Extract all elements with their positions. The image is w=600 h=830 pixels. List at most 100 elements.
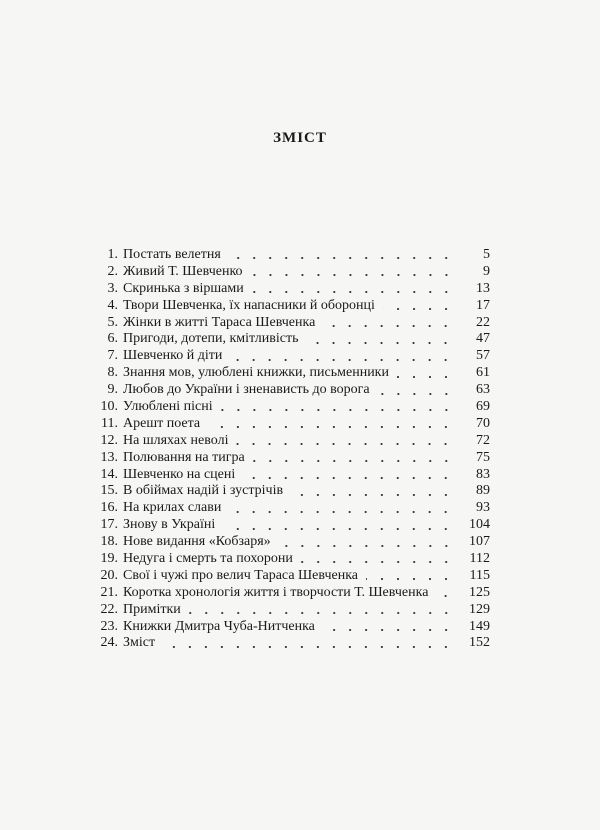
entry-title: Знання мов, улюблені книжки, письменники <box>123 365 389 381</box>
toc-entry: 19. Недуга і смерть та похорони 112 <box>80 551 491 568</box>
entry-title: Свої і чужі про велич Тараса Шевченка <box>123 567 358 583</box>
entry-number: 9. <box>107 382 119 398</box>
entry-page: 22 <box>476 314 490 330</box>
toc-entry: 24. Зміст 152 <box>80 635 491 652</box>
entry-title: Улюблені пісні <box>123 399 213 415</box>
entry-page: 75 <box>476 449 490 465</box>
entry-title: Зміст <box>123 635 156 651</box>
toc-entry: 20. Свої і чужі про велич Тараса Шевченка… <box>80 567 491 585</box>
entry-page: 61 <box>476 365 490 381</box>
entry-page: 112 <box>469 551 490 567</box>
dot-leader <box>220 402 454 413</box>
entry-page: 70 <box>476 415 490 431</box>
entry-title: Шевченко на сцені <box>123 466 236 482</box>
entry-title: Жінки в житті Тараса Шевченка <box>123 314 316 330</box>
dot-leader <box>252 453 454 464</box>
toc-entry: 13. Полювання на тигра 75 <box>80 449 491 467</box>
dot-leader <box>208 419 454 430</box>
toc-entry: 21. Коротка хронологія життя і творчости … <box>80 584 491 602</box>
dot-leader <box>251 284 454 295</box>
entry-number: 4. <box>107 297 119 313</box>
entry-page: 125 <box>469 584 490 600</box>
entry-page: 13 <box>476 280 490 296</box>
entry-page: 57 <box>476 348 490 364</box>
entry-page: 149 <box>469 618 490 634</box>
entry-number: 14. <box>100 466 119 482</box>
entry-page: 9 <box>483 263 490 279</box>
toc-entry: 16. На крилах слави 93 <box>80 500 491 517</box>
toc-entry: 11. Арешт поета 70 <box>80 416 490 433</box>
entry-page: 17 <box>476 297 490 313</box>
entry-title: Недуга і смерть та похорони <box>123 551 293 567</box>
entry-title: В обіймах надій і зустрічів <box>123 483 284 499</box>
page-title: ЗМІСТ <box>273 130 327 146</box>
entry-number: 13. <box>100 449 119 465</box>
entry-number: 8. <box>107 365 119 381</box>
entry-title: Нове видання «Кобзаря» <box>123 534 271 550</box>
entry-page: 47 <box>476 331 490 347</box>
dot-leader <box>436 588 454 599</box>
entry-title: Коротка хронологія життя і творчости Т. … <box>123 584 429 600</box>
entry-number: 2. <box>107 263 119 279</box>
toc-entry: 2. Живий Т. Шевченко 9 <box>80 263 491 281</box>
entry-page: 107 <box>469 534 490 550</box>
entry-number: 21. <box>100 584 119 600</box>
entry-page: 89 <box>476 483 490 499</box>
entry-page: 93 <box>476 500 490 516</box>
entry-page: 83 <box>476 466 490 482</box>
entry-number: 5. <box>107 314 119 330</box>
toc-entry: 6. Пригоди, дотепи, кмітливість 47 <box>80 331 491 348</box>
entry-number: 17. <box>100 517 119 533</box>
entry-title: Твори Шевченка, їх напасники й оборонці <box>123 297 375 313</box>
toc-entry: 3. Скринька з віршами 13 <box>80 280 491 298</box>
entry-title: Скринька з віршами <box>123 280 244 296</box>
toc-entry: 14. Шевченко на сцені 83 <box>80 466 491 484</box>
entry-title: Полювання на тигра <box>123 449 245 465</box>
entry-number: 24. <box>100 635 119 651</box>
entry-title: Шевченко й діти <box>123 348 223 364</box>
entry-number: 16. <box>100 500 119 516</box>
entry-title: Любов до України і зненависть до ворога <box>123 382 370 398</box>
dot-leader <box>278 537 454 548</box>
dot-leader <box>230 351 454 362</box>
toc-entry: 1. Постать велетня 5 <box>80 247 491 264</box>
entry-page: 5 <box>483 247 490 262</box>
toc-entry: 10. Улюблені пісні 69 <box>80 399 491 416</box>
dot-leader <box>396 368 454 379</box>
entry-number: 12. <box>100 432 119 448</box>
dot-leader <box>323 318 454 328</box>
toc-entry: 22. Примітки 129 <box>80 601 491 619</box>
toc-entry: 12. На шляхах неволі 72 <box>80 432 491 450</box>
entry-title: Арешт поета <box>123 415 201 431</box>
dot-leader <box>306 334 454 345</box>
entry-number: 22. <box>100 601 119 617</box>
toc-entry: 15. В обіймах надій і зустрічів 89 <box>80 483 491 500</box>
entry-number: 19. <box>100 551 119 567</box>
dot-leader <box>377 385 454 396</box>
toc-entry: 7. Шевченко й діти 57 <box>80 348 491 365</box>
entry-number: 7. <box>107 348 119 364</box>
entry-number: 23. <box>100 618 119 634</box>
toc-entry: 18. Нове видання «Кобзаря» 107 <box>80 534 491 551</box>
entry-title: Примітки <box>123 601 181 617</box>
toc-entry: 17. Знову в Україні 104 <box>80 517 491 534</box>
entry-title: На шляхах неволі <box>123 432 229 448</box>
toc-entry: 5. Жінки в житті Тараса Шевченка 22 <box>80 314 491 332</box>
entry-title: На крилах слави <box>123 500 222 516</box>
entry-page: 69 <box>476 399 490 415</box>
dot-leader <box>236 436 454 447</box>
dot-leader <box>223 520 454 531</box>
table-of-contents: 1. Постать велетня 5 2. Живий Т. Шевченко 9 3.… <box>80 247 491 652</box>
entry-number: 3. <box>107 280 119 296</box>
entry-page: 63 <box>476 382 490 398</box>
entry-title: Постать велетня <box>123 247 221 262</box>
entry-number: 10. <box>100 399 119 415</box>
dot-leader <box>188 605 454 616</box>
entry-title: Пригоди, дотепи, кмітливість <box>123 331 299 347</box>
dot-leader <box>291 486 454 497</box>
toc-entry: 23. Книжки Дмитра Чуба-Нитченка 149 <box>80 618 491 636</box>
toc-entry: 8. Знання мов, улюблені книжки, письменни… <box>80 365 491 382</box>
entry-number: 1. <box>107 247 119 262</box>
entry-title: Знову в Україні <box>123 517 216 533</box>
entry-title: Живий Т. Шевченко <box>123 263 243 279</box>
